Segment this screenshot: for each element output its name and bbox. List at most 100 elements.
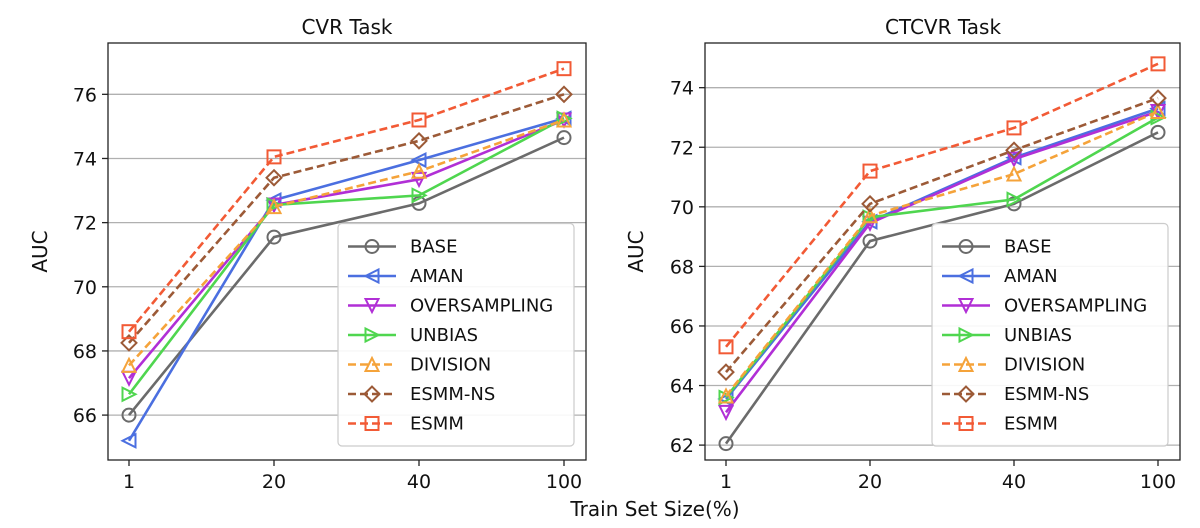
data-point <box>718 436 734 452</box>
data-point <box>120 432 137 449</box>
plot-frame <box>704 42 1181 461</box>
x-tick-label: 40 <box>1002 471 1026 493</box>
data-point <box>121 407 137 423</box>
legend-marker <box>364 326 381 344</box>
series-line <box>127 117 565 442</box>
chart-title: CVR Task <box>301 15 392 39</box>
series-line <box>127 67 565 333</box>
series-line <box>724 110 1159 414</box>
legend-marker <box>364 239 380 254</box>
series-line <box>724 110 1159 397</box>
data-point <box>410 131 428 150</box>
legend-label: OVERSAMPLING <box>1004 296 1147 317</box>
legend-box <box>931 222 1169 447</box>
legend-entry-base: BASE <box>942 237 1051 258</box>
legend-label: BASE <box>410 237 457 258</box>
x-tick-label: 100 <box>1140 471 1176 493</box>
data-point <box>556 130 572 146</box>
series-line <box>127 117 565 396</box>
data-point <box>410 162 428 179</box>
legend-marker <box>957 355 975 372</box>
legend-entry-esmm-ns: ESMM-NS <box>942 384 1089 405</box>
x-tick-label: 40 <box>407 471 431 493</box>
data-point <box>555 85 573 104</box>
y-tick-label: 72 <box>670 137 694 159</box>
legend-box <box>337 222 575 447</box>
y-tick-label: 66 <box>73 405 97 427</box>
y-tick-label: 68 <box>670 256 694 278</box>
data-point <box>862 163 878 179</box>
y-axis-label: AUC <box>28 230 52 272</box>
series-line <box>127 136 565 416</box>
series-line <box>724 62 1159 348</box>
legend: BASE AMAN OVERSAMPLING UNBIAS DIVISION ESMM-N… <box>337 222 575 447</box>
legend-entry-esmm: ESMM <box>348 414 464 435</box>
y-tick-label: 62 <box>670 435 694 457</box>
data-point <box>411 187 428 204</box>
legend-entry-division: DIVISION <box>942 355 1085 376</box>
data-point <box>861 207 879 224</box>
legend-entry-unbias: UNBIAS <box>348 325 478 346</box>
data-point <box>717 363 735 382</box>
legend-label: OVERSAMPLING <box>410 296 553 317</box>
data-point <box>555 111 573 128</box>
legend-label: ESMM-NS <box>1004 384 1089 405</box>
legend-marker <box>363 355 381 372</box>
series-base <box>121 130 572 423</box>
data-point <box>1150 56 1166 72</box>
data-point <box>862 209 879 226</box>
legend-label: DIVISION <box>1004 355 1085 376</box>
legend-label: UNBIAS <box>1004 325 1072 346</box>
y-tick-label: 74 <box>73 148 97 170</box>
data-point <box>410 171 428 189</box>
legend-entry-division: DIVISION <box>348 355 491 376</box>
legend: BASE AMAN OVERSAMPLING UNBIAS DIVISION ESMM-N… <box>931 222 1169 447</box>
x-tick-label: 1 <box>720 471 732 493</box>
legend-label: BASE <box>1004 237 1051 258</box>
series-division <box>717 102 1167 404</box>
legend-marker <box>957 298 975 315</box>
series-line <box>724 107 1159 400</box>
x-tick-label: 100 <box>546 471 582 493</box>
ctcvr-task-chart: 62 64 66 68 70 72 74 1 20 40 100 CTCVR Task AUC BASE A… <box>624 15 1181 493</box>
x-tick-label: 1 <box>123 471 135 493</box>
data-point <box>1149 102 1167 120</box>
y-axis-label: AUC <box>624 230 648 272</box>
legend-label: DIVISION <box>410 355 491 376</box>
cvr-task-chart: 66 68 70 72 74 76 1 20 40 100 CVR Task AUC BASE AMAN O… <box>28 15 587 493</box>
legend-label: ESMM-NS <box>410 384 495 405</box>
series-esmm-ns <box>717 89 1167 382</box>
data-point <box>1150 124 1166 140</box>
data-point <box>717 404 735 422</box>
legend-entry-base: BASE <box>348 237 457 258</box>
legend-label: UNBIAS <box>410 325 478 346</box>
y-tick-label: 66 <box>670 316 694 338</box>
x-tick-label: 20 <box>858 471 882 493</box>
series-line <box>725 96 1159 373</box>
data-point <box>718 339 734 355</box>
plot-frame <box>107 42 587 461</box>
data-point <box>862 233 878 249</box>
data-point <box>265 197 283 215</box>
chart-title: CTCVR Task <box>885 15 1001 39</box>
legend-marker <box>957 385 975 403</box>
series-line <box>128 118 565 367</box>
y-tick-label: 70 <box>73 277 97 299</box>
data-point <box>265 168 283 187</box>
data-point <box>1005 165 1023 182</box>
legend-entry-oversampling: OVERSAMPLING <box>348 296 553 317</box>
data-point <box>411 195 427 211</box>
data-point <box>266 229 282 245</box>
data-point <box>411 112 427 128</box>
legend-entry-esmm-ns: ESMM-NS <box>348 384 495 405</box>
data-point <box>120 334 138 352</box>
legend-entry-oversampling: OVERSAMPLING <box>942 296 1147 317</box>
legend-marker <box>363 385 381 403</box>
legend-label: AMAN <box>1004 266 1058 287</box>
legend-marker <box>958 416 974 431</box>
y-tick-label: 68 <box>73 341 97 363</box>
y-tick-label: 74 <box>670 78 694 100</box>
y-tick-label: 76 <box>73 84 97 106</box>
series-esmm <box>121 61 572 340</box>
legend-marker <box>364 416 380 431</box>
